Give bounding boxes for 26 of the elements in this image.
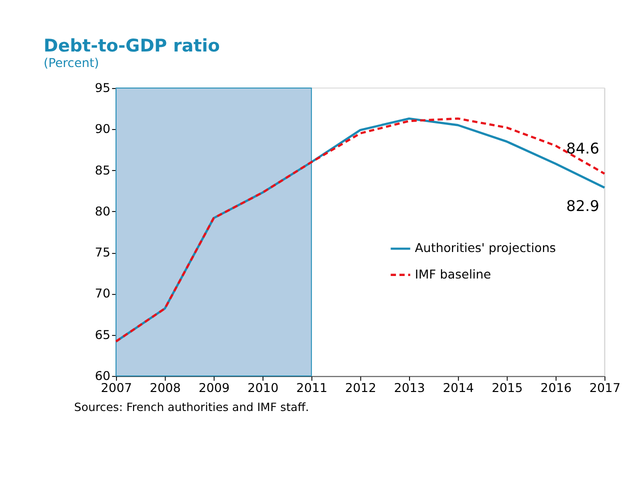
y-tick-label: 65 — [94, 328, 110, 342]
x-tick-label: 2009 — [198, 381, 230, 396]
y-tick-label: 95 — [94, 81, 110, 96]
x-tick-label: 2013 — [394, 381, 426, 396]
y-tick-label: 85 — [94, 163, 110, 178]
x-tick-label: 2012 — [345, 381, 376, 396]
x-tick-label: 2015 — [492, 381, 523, 396]
annotation: 84.6 — [566, 140, 600, 158]
x-tick-label: 2007 — [100, 381, 132, 396]
y-tick-label: 70 — [94, 286, 110, 301]
chart-title: Debt-to-GDP ratio — [44, 36, 220, 56]
x-tick-label: 2011 — [296, 381, 328, 396]
y-tick-label: 75 — [94, 246, 110, 260]
x-tick-label: 2010 — [247, 381, 279, 396]
legend-label: Authorities' projections — [414, 241, 556, 256]
legend-label: IMF baseline — [414, 267, 491, 282]
y-tick-label: 80 — [94, 204, 110, 218]
x-tick-label: 2014 — [442, 381, 474, 396]
x-tick-label: 2016 — [540, 381, 572, 396]
y-tick-label: 60 — [94, 368, 110, 383]
x-tick-label: 2017 — [589, 381, 620, 396]
x-tick-label: 2008 — [150, 381, 181, 396]
chart-subtitle: (Percent) — [44, 56, 100, 70]
y-tick-label: 90 — [94, 122, 110, 136]
annotation: 82.9 — [566, 198, 600, 216]
source-note: Sources: French authorities and IMF staff. — [74, 400, 310, 414]
